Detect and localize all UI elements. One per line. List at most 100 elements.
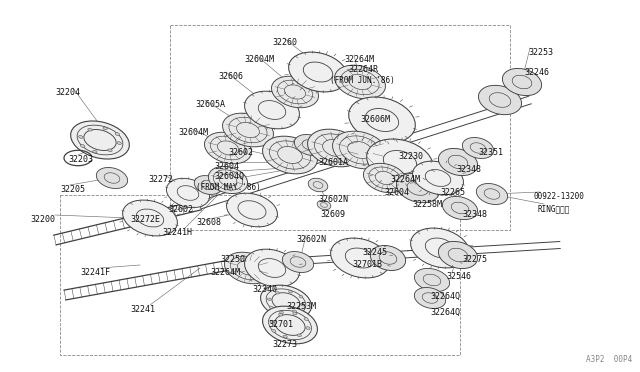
Ellipse shape <box>308 178 328 192</box>
Text: 32241: 32241 <box>130 305 155 314</box>
Text: 32260: 32260 <box>272 38 297 47</box>
Ellipse shape <box>462 138 493 158</box>
Text: 32204: 32204 <box>55 88 80 97</box>
Ellipse shape <box>115 132 120 135</box>
Text: 32272: 32272 <box>148 175 173 184</box>
Text: 32604Q: 32604Q <box>214 172 244 181</box>
Text: 32602N: 32602N <box>318 195 348 204</box>
Text: 32606: 32606 <box>218 72 243 81</box>
Ellipse shape <box>283 335 287 338</box>
Ellipse shape <box>289 291 292 293</box>
Ellipse shape <box>260 285 312 319</box>
Text: 32205: 32205 <box>60 185 85 194</box>
Ellipse shape <box>414 288 445 308</box>
Text: 32200: 32200 <box>30 215 55 224</box>
Ellipse shape <box>209 166 248 193</box>
Text: 32241F: 32241F <box>80 268 110 277</box>
Ellipse shape <box>294 135 326 155</box>
Ellipse shape <box>331 238 389 278</box>
Ellipse shape <box>97 167 127 189</box>
Ellipse shape <box>262 136 317 174</box>
Ellipse shape <box>292 310 296 312</box>
Ellipse shape <box>289 52 348 92</box>
Text: 32265: 32265 <box>440 188 465 197</box>
Text: A3P2  00P4: A3P2 00P4 <box>586 355 632 364</box>
Ellipse shape <box>103 127 108 130</box>
Ellipse shape <box>278 313 283 316</box>
Text: 32608: 32608 <box>196 218 221 227</box>
Ellipse shape <box>304 318 308 320</box>
Ellipse shape <box>166 178 209 208</box>
Ellipse shape <box>93 150 97 153</box>
Text: 32546: 32546 <box>446 272 471 281</box>
Text: 32245: 32245 <box>362 248 387 257</box>
Text: 32275: 32275 <box>462 255 487 264</box>
Text: 32250: 32250 <box>220 255 245 264</box>
Ellipse shape <box>502 68 541 96</box>
Text: 32701: 32701 <box>268 320 293 329</box>
Ellipse shape <box>70 121 129 159</box>
Ellipse shape <box>270 321 274 323</box>
Text: 32604M: 32604M <box>178 128 208 137</box>
Text: 32340: 32340 <box>252 285 277 294</box>
Text: 32606M: 32606M <box>360 115 390 124</box>
Text: 32605A: 32605A <box>195 100 225 109</box>
Text: RINGリング: RINGリング <box>538 204 570 213</box>
Text: 32348: 32348 <box>456 165 481 174</box>
Text: 32602: 32602 <box>168 205 193 214</box>
Text: 32609: 32609 <box>320 210 345 219</box>
Text: 32246: 32246 <box>524 68 549 77</box>
Ellipse shape <box>367 139 433 185</box>
Text: 32264M: 32264M <box>390 175 420 184</box>
Ellipse shape <box>438 148 477 176</box>
Text: 32351: 32351 <box>478 148 503 157</box>
Ellipse shape <box>364 163 406 193</box>
Ellipse shape <box>349 97 415 143</box>
Ellipse shape <box>269 306 273 309</box>
Text: 32701B: 32701B <box>352 260 382 269</box>
Text: 32604M: 32604M <box>244 55 274 64</box>
Ellipse shape <box>479 85 522 115</box>
Ellipse shape <box>333 131 387 169</box>
Ellipse shape <box>414 269 450 292</box>
Ellipse shape <box>244 249 300 287</box>
Text: 32601A: 32601A <box>318 158 348 167</box>
Ellipse shape <box>371 246 406 270</box>
Text: 32604: 32604 <box>214 162 239 171</box>
Ellipse shape <box>123 200 177 236</box>
Ellipse shape <box>438 241 477 269</box>
Ellipse shape <box>271 76 319 108</box>
Ellipse shape <box>223 113 273 147</box>
Text: 32604: 32604 <box>384 188 409 197</box>
Ellipse shape <box>476 183 508 205</box>
Ellipse shape <box>299 295 303 298</box>
Ellipse shape <box>413 161 463 195</box>
Text: (FROM JUN.'86): (FROM JUN.'86) <box>330 76 395 85</box>
Text: 32264Q: 32264Q <box>430 308 460 317</box>
Ellipse shape <box>244 91 300 129</box>
Text: 32264Q: 32264Q <box>430 292 460 301</box>
Text: 32602: 32602 <box>228 148 253 157</box>
Ellipse shape <box>79 135 83 138</box>
Ellipse shape <box>117 142 122 145</box>
Ellipse shape <box>306 327 310 330</box>
Text: 32203: 32203 <box>68 155 93 164</box>
Ellipse shape <box>308 129 362 167</box>
Ellipse shape <box>88 128 92 131</box>
Ellipse shape <box>396 173 440 203</box>
Ellipse shape <box>108 149 112 152</box>
Ellipse shape <box>225 252 271 284</box>
Text: 32258M: 32258M <box>412 200 442 209</box>
Ellipse shape <box>301 304 305 306</box>
Ellipse shape <box>81 145 85 147</box>
Text: 32264M: 32264M <box>210 268 240 277</box>
Ellipse shape <box>297 334 301 337</box>
Text: 32602N: 32602N <box>296 235 326 244</box>
Ellipse shape <box>292 312 297 315</box>
Text: 32230: 32230 <box>398 152 423 161</box>
Ellipse shape <box>195 176 221 195</box>
Text: 32241H: 32241H <box>162 228 192 237</box>
Ellipse shape <box>268 298 271 301</box>
Ellipse shape <box>282 251 314 273</box>
Ellipse shape <box>317 200 331 210</box>
